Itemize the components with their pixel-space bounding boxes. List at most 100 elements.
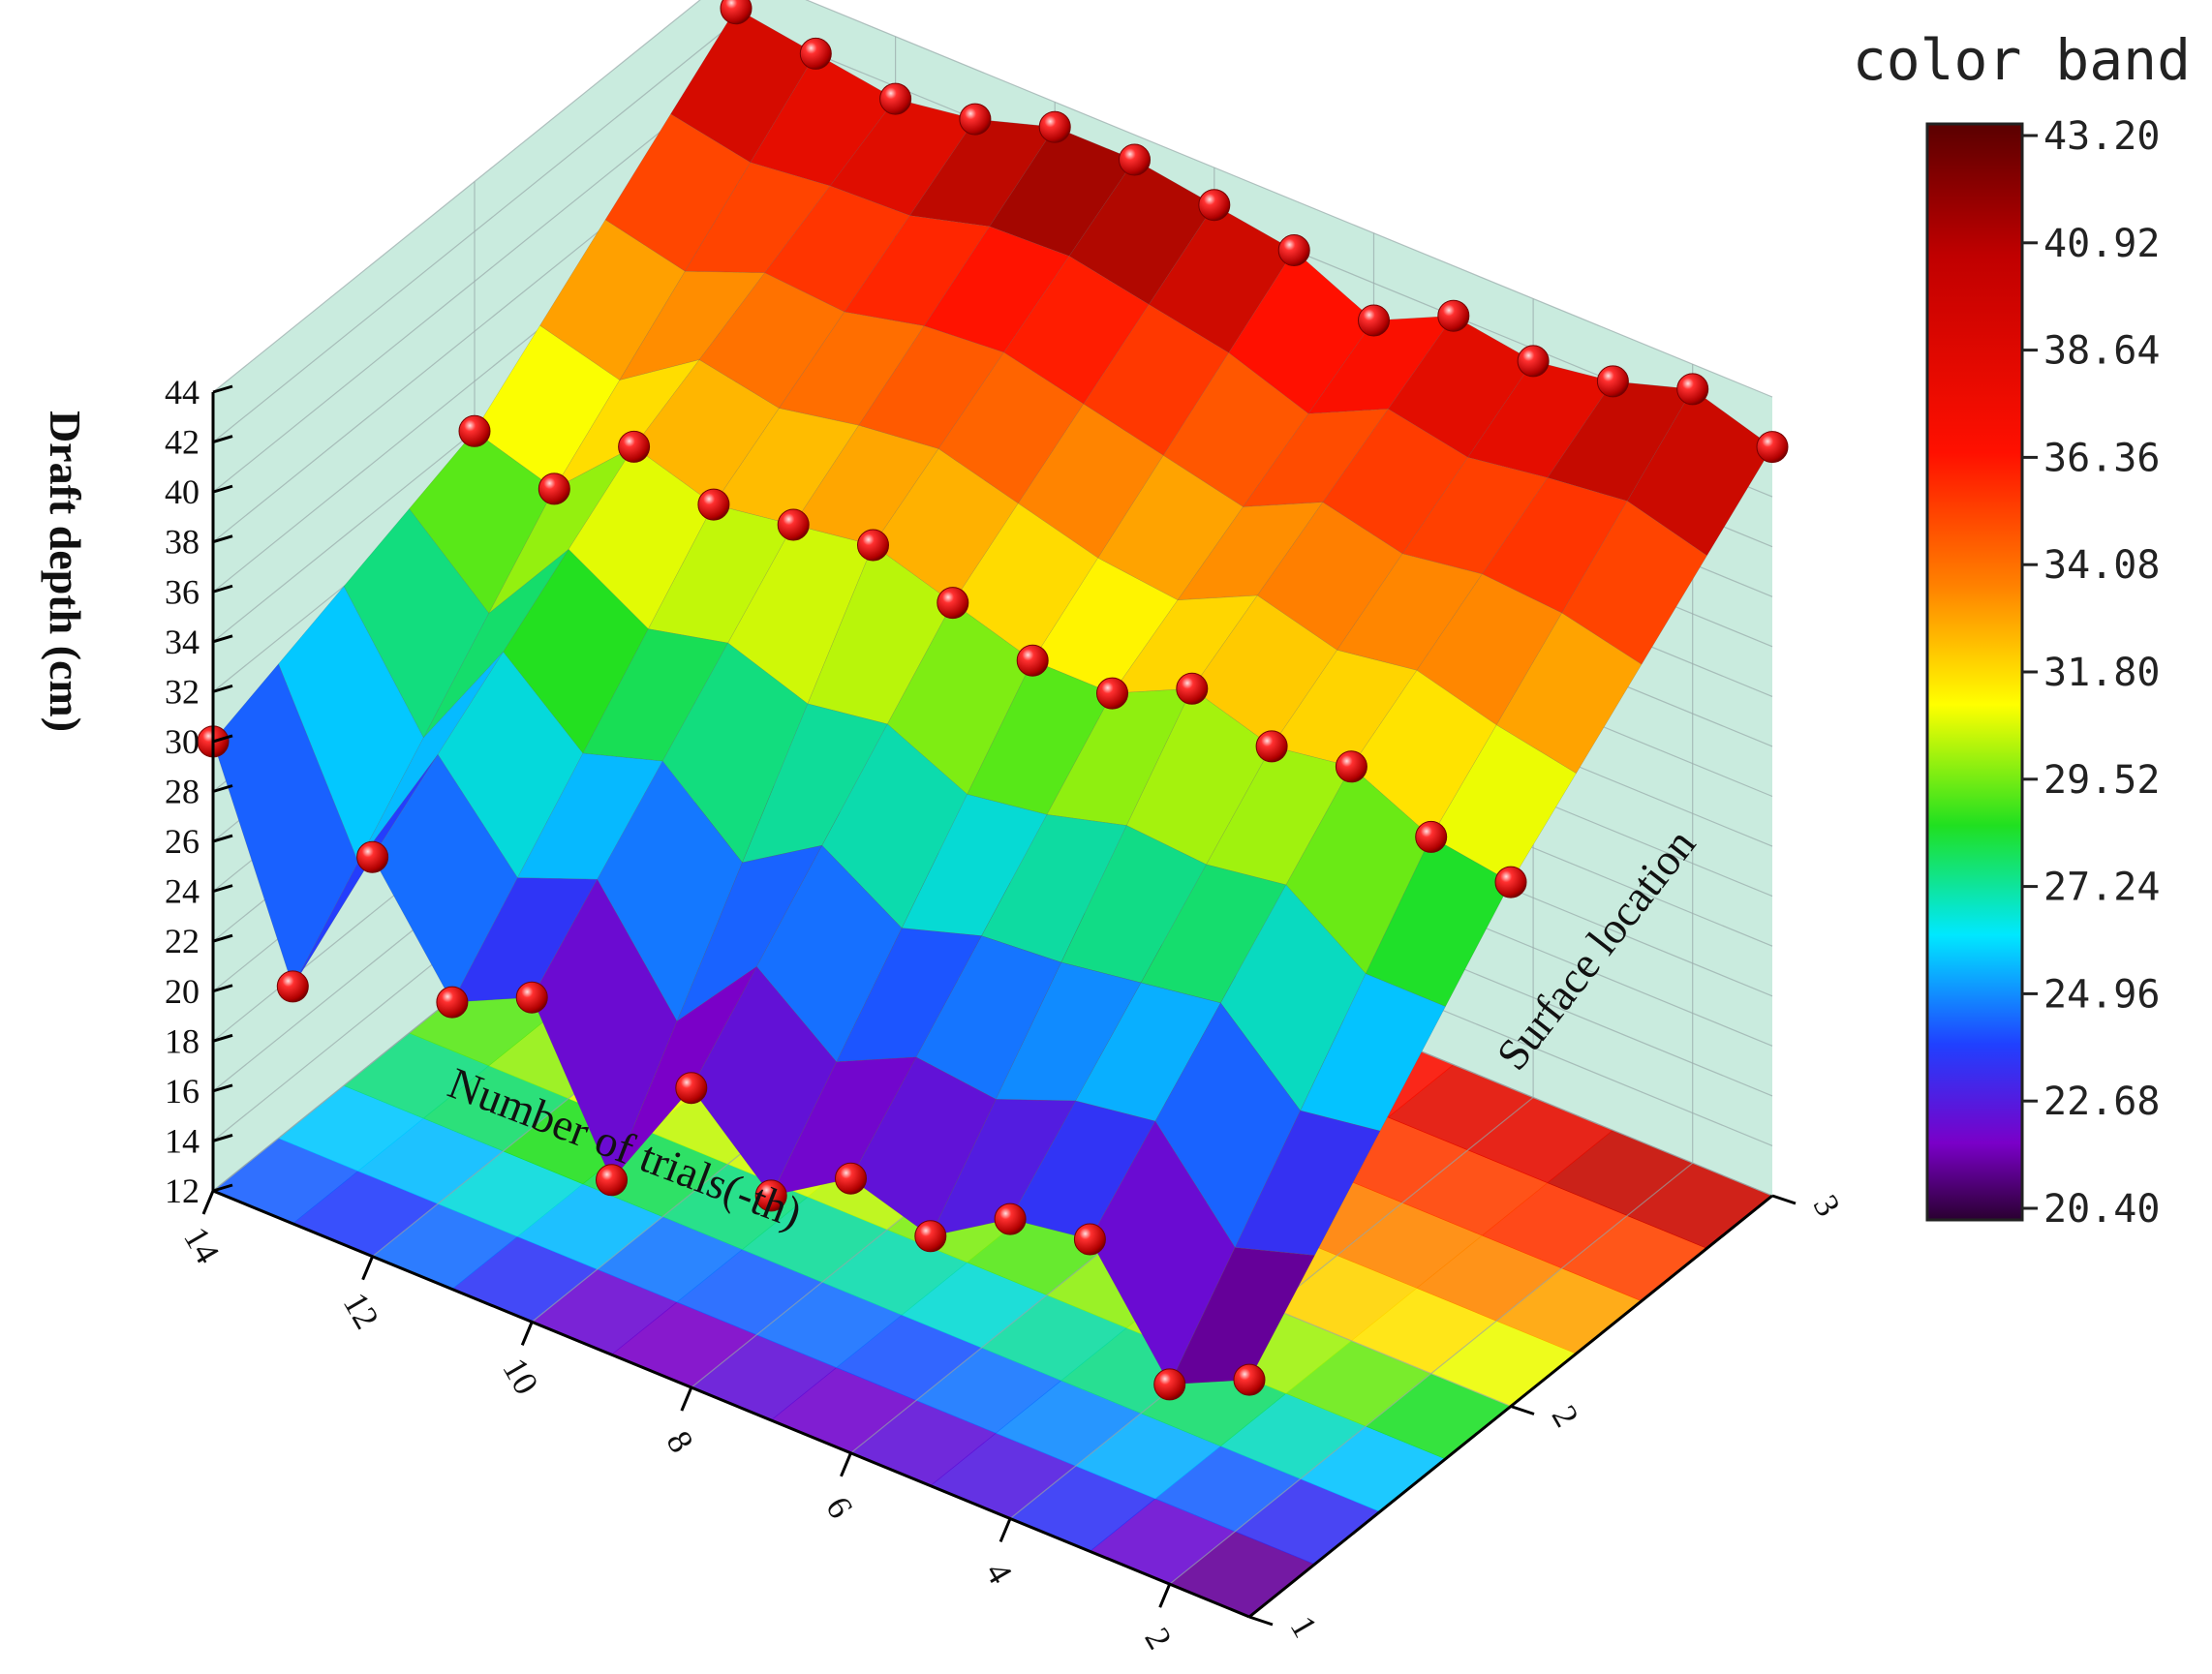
surface-cell	[698, 272, 845, 409]
z-tick	[212, 884, 233, 894]
data-marker	[754, 1179, 787, 1212]
data-marker	[1096, 677, 1128, 710]
data-marker	[1277, 234, 1310, 266]
x-tick-label: 14	[176, 1220, 228, 1269]
z-tick-label: 26	[165, 822, 200, 861]
data-marker	[1038, 110, 1071, 143]
z-tick	[212, 584, 233, 594]
data-marker	[1176, 672, 1209, 705]
surface-mesh	[212, 8, 1773, 1385]
colorbar-title: color band	[1853, 27, 2191, 93]
data-marker	[436, 986, 469, 1019]
x-tick-label: 4	[978, 1556, 1021, 1591]
z-tick	[212, 984, 233, 993]
z-tick	[212, 734, 233, 744]
x-tick	[840, 1452, 852, 1477]
colorbar-ticks: 43.20 40.92 38.64 36.36 34.08 31.80 29.52 27.24…	[2022, 114, 2160, 1232]
data-marker	[515, 981, 548, 1014]
y-tick	[1510, 1405, 1535, 1415]
colorbar-tick-label: 38.64	[2043, 329, 2160, 374]
data-marker	[777, 508, 810, 541]
z-tick	[212, 684, 233, 693]
colorbar-tick-label: 24.96	[2043, 972, 2160, 1017]
surface-cell	[611, 966, 757, 1180]
colorbar-tick-label: 31.80	[2043, 651, 2160, 695]
y-tick	[1771, 1194, 1797, 1205]
data-marker	[1415, 820, 1448, 853]
z-tick	[212, 933, 233, 943]
colorbar-tick-label: 29.52	[2043, 758, 2160, 803]
data-marker	[458, 414, 491, 447]
data-marker	[618, 430, 651, 463]
surface-cell	[1169, 1247, 1315, 1385]
data-marker	[1676, 373, 1709, 406]
x-tick	[680, 1386, 693, 1412]
x-tick-label: 2	[1137, 1621, 1180, 1656]
surface-cell	[930, 1099, 1077, 1237]
data-marker	[1517, 345, 1550, 378]
colorbar-tick-label: 40.92	[2043, 222, 2160, 266]
z-tick-label: 38	[165, 523, 200, 562]
data-marker	[1255, 730, 1288, 763]
colorbar-tick-label: 43.20	[2043, 114, 2160, 159]
colorbar-tick-label: 22.68	[2043, 1080, 2160, 1124]
z-tick-label: 36	[165, 572, 200, 611]
z-tick-label: 34	[165, 623, 200, 661]
data-marker	[857, 529, 889, 562]
data-marker	[994, 1202, 1027, 1235]
colorbar-gradient	[1925, 122, 2024, 1222]
surface-cell	[691, 965, 837, 1197]
data-marker	[675, 1072, 708, 1105]
z-tick-label: 16	[165, 1072, 200, 1111]
y-tick-label: 3	[1806, 1188, 1849, 1223]
y-tick-label: 1	[1283, 1609, 1326, 1644]
z-axis-label: Draft depth (cm)	[41, 411, 90, 732]
z-tick	[212, 634, 233, 644]
z-tick-label: 40	[165, 472, 200, 511]
surface-cell	[1017, 403, 1164, 559]
data-marker	[959, 103, 992, 136]
z-tick-label: 14	[165, 1121, 200, 1160]
z-tick	[212, 435, 233, 443]
surface-cell	[1351, 669, 1497, 837]
x-tick-label: 8	[659, 1424, 701, 1459]
x-tick-label: 10	[495, 1352, 546, 1401]
z-tick-label: 30	[165, 722, 200, 761]
surface-cell	[1416, 573, 1563, 726]
data-marker	[1016, 644, 1049, 677]
data-marker	[799, 37, 832, 70]
x-axis-line	[212, 1189, 1250, 1619]
y-tick-label: 2	[1545, 1399, 1587, 1434]
surface-cell	[451, 877, 599, 1003]
colorbar-tick-label: 34.08	[2043, 543, 2160, 588]
z-tick-label: 20	[165, 972, 200, 1011]
z-tick	[212, 1083, 233, 1093]
z-tick	[212, 784, 233, 793]
z-tick-label: 24	[165, 872, 200, 911]
data-marker	[1198, 189, 1231, 222]
data-marker	[720, 0, 753, 25]
data-markers	[197, 0, 1789, 1401]
data-marker	[1233, 1363, 1266, 1396]
surface-cell	[1009, 1100, 1156, 1240]
z-tick	[212, 384, 233, 394]
grid-line-z	[212, 0, 1773, 398]
data-marker	[697, 488, 730, 521]
data-marker	[1596, 365, 1629, 398]
data-marker	[1153, 1368, 1186, 1401]
z-tick	[212, 1134, 233, 1142]
surface-cell	[531, 878, 678, 1181]
z-tick-label: 42	[165, 423, 200, 462]
z-tick-label: 44	[165, 373, 200, 411]
surface-cell	[923, 226, 1070, 353]
data-marker	[835, 1162, 867, 1195]
z-tick-label: 28	[165, 773, 200, 811]
surface-cell	[212, 663, 359, 988]
colorbar-tick-label: 27.24	[2043, 866, 2160, 910]
z-tick-label: 18	[165, 1021, 200, 1060]
surface-cell	[1090, 1120, 1236, 1385]
surface-cell	[1154, 1002, 1301, 1249]
data-marker	[1119, 143, 1151, 176]
z-tick	[212, 834, 233, 843]
